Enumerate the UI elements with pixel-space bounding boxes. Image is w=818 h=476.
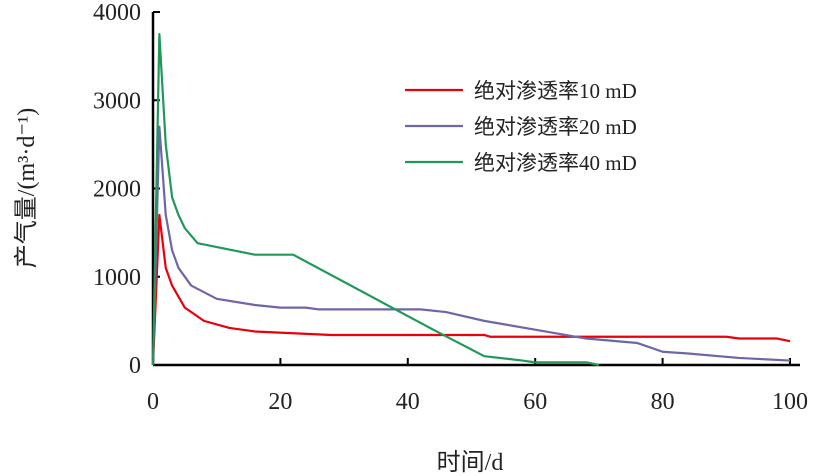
x-tick-label: 40	[396, 389, 420, 415]
y-tick-label: 3000	[93, 88, 141, 114]
series-line-2	[151, 125, 791, 366]
y-tick-label: 1000	[93, 265, 141, 291]
x-tick-label: 0	[147, 389, 159, 415]
legend-label-2: 绝对渗透率20 mD	[474, 115, 637, 139]
series-line-3	[151, 32, 600, 367]
y-axis-label: 产气量/(m³·d⁻¹)	[13, 108, 40, 268]
series-line-1	[151, 213, 791, 366]
y-tick-label: 4000	[93, 0, 141, 26]
x-tick-label: 100	[772, 389, 808, 415]
x-tick-label: 60	[523, 389, 547, 415]
legend-label-1: 绝对渗透率10 mD	[474, 79, 637, 103]
x-axis-label: 时间/d	[437, 449, 504, 476]
x-tick-label: 80	[651, 389, 675, 415]
legend-label-3: 绝对渗透率40 mD	[474, 151, 637, 175]
x-tick-label: 20	[268, 389, 292, 415]
y-tick-label: 0	[129, 353, 141, 379]
y-tick-label: 2000	[93, 177, 141, 203]
